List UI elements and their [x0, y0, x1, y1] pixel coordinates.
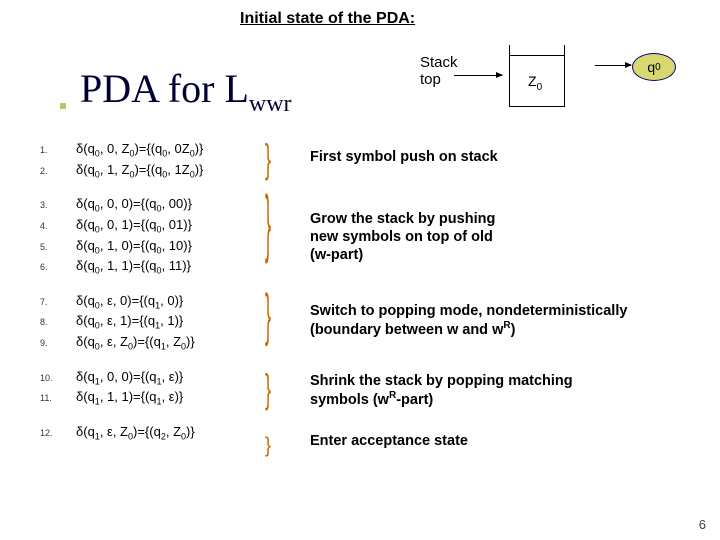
rule-number: 7.: [40, 292, 76, 309]
rule-row: 12.δ(q1, ε, Z0)={(q2, Z0)}: [40, 423, 300, 444]
state-arrow-icon: [595, 65, 631, 66]
rule-number: 11.: [40, 388, 76, 405]
brace-icon: }: [265, 136, 271, 182]
rule-group: 1.δ(q0, 0, Z0)={(q0, 0Z0)}2.δ(q0, 1, Z0)…: [40, 140, 300, 181]
rule-number: 6.: [40, 257, 76, 274]
stack-cell-divider: [510, 55, 564, 56]
rule-text: δ(q0, 1, 1)={(q0, 11)}: [76, 257, 191, 278]
rule-text: δ(q0, 1, 0)={(q0, 10)}: [76, 237, 192, 258]
rule-text: δ(q0, 1, Z0)={(q0, 1Z0)}: [76, 161, 203, 182]
rule-number: 1.: [40, 140, 76, 157]
state-q: q: [647, 59, 655, 75]
rule-row: 1.δ(q0, 0, Z0)={(q0, 0Z0)}: [40, 140, 300, 161]
rule-group: 3.δ(q0, 0, 0)={(q0, 00)}4.δ(q0, 0, 1)={(…: [40, 195, 300, 278]
brace-icon: }: [265, 281, 271, 348]
rule-row: 7.δ(q0, ε, 0)={(q1, 0)}: [40, 292, 300, 313]
rule-text: δ(q0, ε, Z0)={(q1, Z0)}: [76, 333, 195, 354]
title-main: PDA for L: [80, 66, 249, 111]
rule-row: 6.δ(q0, 1, 1)={(q0, 11)}: [40, 257, 300, 278]
rule-number: 4.: [40, 216, 76, 233]
rule-row: 11.δ(q1, 1, 1)={(q1, ε)}: [40, 388, 300, 409]
rule-text: δ(q0, 0, 1)={(q0, 01)}: [76, 216, 192, 237]
rule-group: 12.δ(q1, ε, Z0)={(q2, Z0)}: [40, 423, 300, 444]
rule-number: 3.: [40, 195, 76, 212]
annotation-text: First symbol push on stack: [310, 148, 498, 166]
rule-number: 2.: [40, 161, 76, 178]
annotation-text: Switch to popping mode, nondeterministic…: [310, 302, 627, 339]
rule-text: δ(q1, ε, Z0)={(q2, Z0)}: [76, 423, 195, 444]
header-text: Initial state of the PDA:: [240, 10, 415, 28]
rule-text: δ(q0, 0, 0)={(q0, 00)}: [76, 195, 192, 216]
rule-number: 8.: [40, 312, 76, 329]
state-sub: 0: [655, 62, 661, 73]
brace-icon: }: [265, 366, 271, 412]
rule-text: δ(q0, ε, 0)={(q1, 0)}: [76, 292, 183, 313]
stack-box: Z0: [509, 45, 565, 107]
rule-number: 10.: [40, 368, 76, 385]
title-sub: wwr: [249, 91, 292, 117]
rule-row: 2.δ(q0, 1, Z0)={(q0, 1Z0)}: [40, 161, 300, 182]
rule-text: δ(q1, 1, 1)={(q1, ε)}: [76, 388, 183, 409]
annotation-text: Grow the stack by pushingnew symbols on …: [310, 210, 495, 264]
title-bullet: [60, 103, 66, 109]
annotation-text: Shrink the stack by popping matchingsymb…: [310, 372, 573, 409]
rule-text: δ(q0, 0, Z0)={(q0, 0Z0)}: [76, 140, 203, 161]
stack-label: Stack top: [420, 55, 458, 88]
rule-row: 5.δ(q0, 1, 0)={(q0, 10)}: [40, 237, 300, 258]
stack-bottom-symbol: Z0: [528, 73, 542, 93]
rule-row: 9.δ(q0, ε, Z0)={(q1, Z0)}: [40, 333, 300, 354]
brace-icon: }: [265, 432, 271, 457]
rule-row: 10.δ(q1, 0, 0)={(q1, ε)}: [40, 368, 300, 389]
z-sub: 0: [537, 82, 543, 93]
state-node: q0: [632, 53, 676, 81]
rule-number: 9.: [40, 333, 76, 350]
rule-group: 7.δ(q0, ε, 0)={(q1, 0)}8.δ(q0, ε, 1)={(q…: [40, 292, 300, 354]
rule-group: 10.δ(q1, 0, 0)={(q1, ε)}11.δ(q1, 1, 1)={…: [40, 368, 300, 409]
rule-row: 3.δ(q0, 0, 0)={(q0, 00)}: [40, 195, 300, 216]
z-sym: Z: [528, 73, 537, 89]
stack-diagram: Stack top Z0 q0: [420, 55, 458, 88]
rule-text: δ(q1, 0, 0)={(q1, ε)}: [76, 368, 183, 389]
rule-text: δ(q0, ε, 1)={(q1, 1)}: [76, 312, 183, 333]
page-title: PDA for Lwwr: [80, 65, 292, 118]
brace-icon: }: [265, 179, 271, 267]
stack-label-1: Stack: [420, 54, 458, 71]
rule-row: 4.δ(q0, 0, 1)={(q0, 01)}: [40, 216, 300, 237]
rule-row: 8.δ(q0, ε, 1)={(q1, 1)}: [40, 312, 300, 333]
rule-number: 12.: [40, 423, 76, 440]
page-number: 6: [699, 517, 706, 532]
rule-number: 5.: [40, 237, 76, 254]
stack-arrow-icon: [454, 75, 502, 76]
rules-list: 1.δ(q0, 0, Z0)={(q0, 0Z0)}2.δ(q0, 1, Z0)…: [40, 140, 300, 458]
annotation-text: Enter acceptance state: [310, 432, 468, 450]
stack-label-2: top: [420, 71, 441, 88]
